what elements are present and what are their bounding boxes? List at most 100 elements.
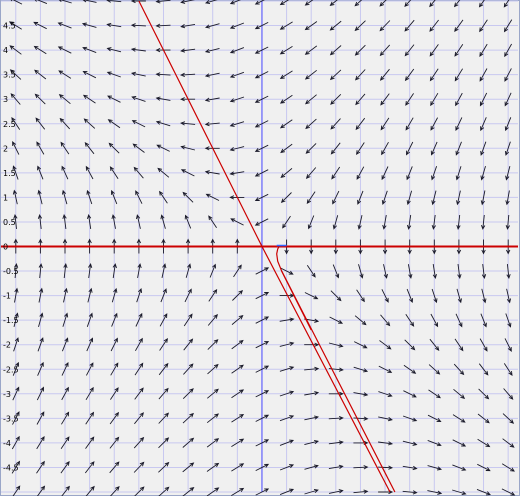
field-arrow [34,69,47,80]
field-arrow [454,338,464,352]
field-arrow [478,363,489,376]
field-arrow [355,117,366,131]
field-arrow [255,488,270,496]
field-arrow [109,461,120,474]
field-arrow [455,92,463,107]
field-arrow [180,72,196,78]
field-arrow [11,435,20,450]
field-arrow [10,0,23,5]
field-arrow [304,21,318,31]
field-arrow [9,69,22,80]
field-arrow [428,364,441,375]
field-arrow [406,141,414,156]
field-arrow [59,117,71,130]
field-arrow [158,362,169,376]
field-arrow [430,141,438,156]
field-arrow [477,413,490,424]
field-arrow [479,68,488,82]
field-arrow [381,190,388,205]
field-arrow [206,438,220,448]
field-arrow [107,95,121,103]
y-tick-label: 4 [3,46,8,55]
field-arrow [279,46,293,55]
field-arrow [506,264,511,280]
field-arrow [37,165,44,180]
field-arrow [379,340,392,350]
field-arrow [38,263,43,279]
field-arrow [501,488,516,496]
y-tick-label: -3 [3,390,11,399]
field-arrow [427,439,442,447]
field-arrow [477,438,491,448]
field-arrow [207,314,218,326]
field-arrow [427,490,443,495]
field-arrow [180,48,196,53]
field-arrow [329,69,342,81]
field-arrow [110,337,118,352]
field-arrow [279,341,295,347]
field-arrow [280,143,293,154]
field-arrow [61,386,69,401]
field-arrow [431,166,438,181]
field-arrow [82,94,96,104]
field-arrow [381,289,389,303]
field-arrow [255,267,270,275]
field-arrow [208,215,217,229]
field-arrow [453,0,461,8]
field-arrow [353,392,369,397]
field-arrow [206,413,220,424]
field-arrow [85,165,94,180]
field-arrow [405,117,414,131]
field-arrow [304,391,320,396]
field-arrow [378,465,394,470]
field-arrow [8,21,22,30]
field-arrow [12,386,20,401]
field-arrow [85,436,95,449]
field-arrow [58,70,72,79]
field-arrow [304,292,319,300]
field-arrow [429,338,440,352]
field-arrow [329,45,342,56]
field-arrow [279,70,293,79]
field-arrow [204,72,220,78]
field-arrow [158,412,170,424]
y-tick-label: -2.5 [3,365,19,374]
field-arrow [180,145,196,151]
field-arrow [504,141,511,156]
field-arrow [254,71,269,79]
field-arrow [328,415,344,421]
field-arrow [12,165,19,180]
field-arrow [305,118,317,130]
field-arrow [232,289,244,301]
field-arrow [279,464,295,471]
field-arrow [405,93,414,106]
field-arrow [60,436,70,449]
field-arrow [355,93,366,106]
field-arrow [209,263,217,278]
field-arrow [58,94,71,105]
field-arrow [358,264,364,279]
field-arrow [403,364,417,374]
field-arrow [304,488,319,495]
field-arrow [501,463,515,472]
field-arrow [405,314,415,327]
field-arrow [158,387,169,400]
field-arrow [133,166,144,179]
field-arrow [183,313,193,327]
field-arrow [304,366,320,371]
field-arrow [132,143,145,153]
field-arrow [86,337,94,352]
y-tick-label: -4 [3,439,11,448]
field-arrow [37,213,43,229]
field-arrow [480,117,487,132]
field-arrow [402,415,418,422]
y-tick-label: 2 [3,144,8,153]
field-arrow [229,0,242,5]
field-arrow [13,337,19,352]
field-arrow [233,264,242,278]
field-arrow [57,46,72,54]
field-arrow [106,47,122,53]
field-arrow [454,68,463,82]
field-arrow [404,68,415,82]
field-arrow [85,386,94,401]
